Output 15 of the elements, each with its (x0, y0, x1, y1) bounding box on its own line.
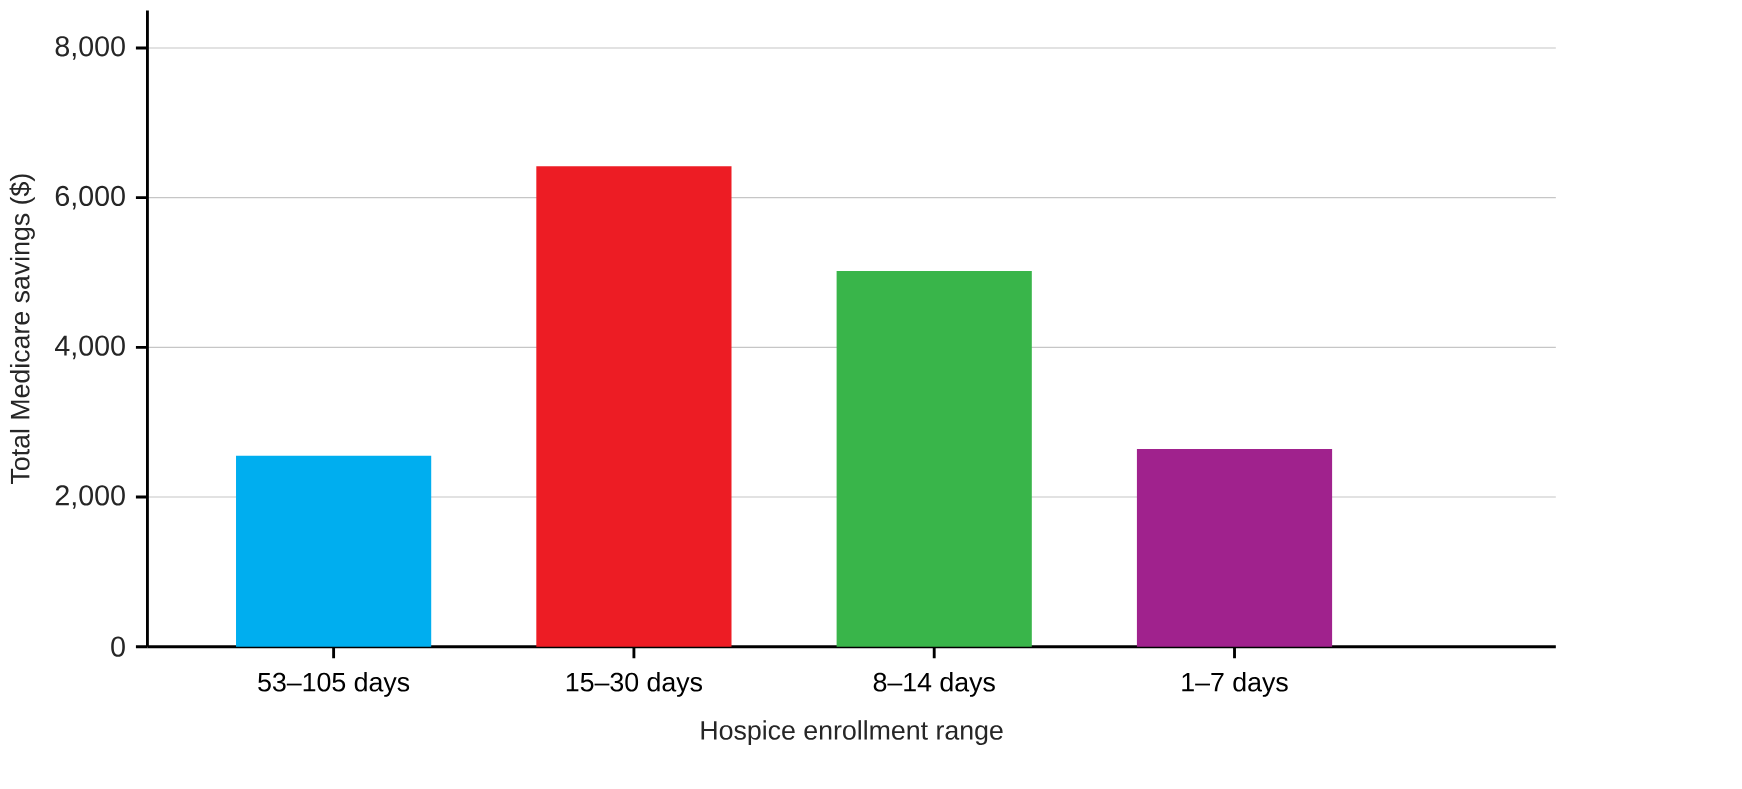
y-tick-label: 2,000 (55, 485, 125, 510)
y-tick-label: 6,000 (55, 186, 125, 210)
y-tick-label: 4,000 (55, 335, 125, 360)
bar (836, 271, 1032, 647)
y-axis-title: Total Medicare savings ($) (9, 174, 35, 485)
bar (1136, 449, 1333, 647)
x-tick-label: 8–14 days (873, 672, 995, 698)
y-tick-label: 0 (111, 636, 125, 658)
x-tick-label: 1–7 days (1182, 672, 1288, 698)
x-tick-label: 15–30 days (566, 672, 702, 698)
bar (536, 166, 732, 647)
y-tick-label: 8,000 (55, 36, 125, 61)
x-tick-label: 53–105 days (258, 672, 410, 698)
x-axis-title: Hospice enrollment range (701, 720, 1003, 746)
bar (236, 456, 432, 647)
